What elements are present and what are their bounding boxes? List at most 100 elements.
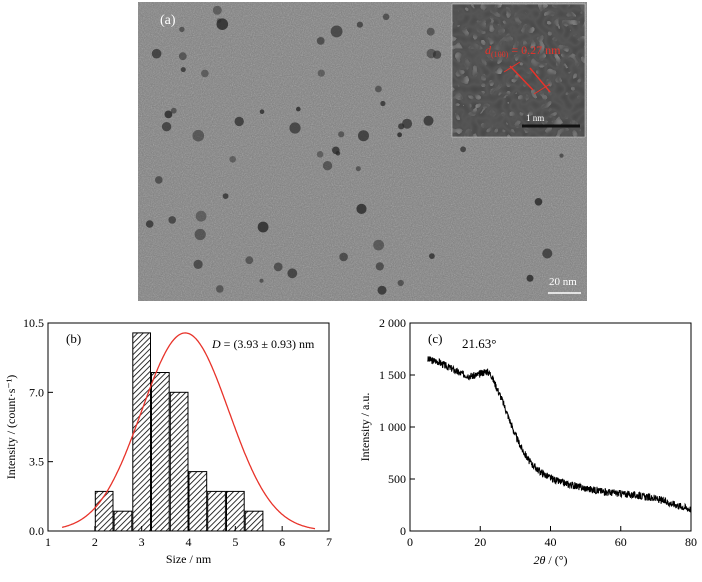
inset-scale-label: 1 nm — [526, 113, 544, 123]
x-tick-label: 4 — [186, 535, 192, 549]
x-axis-unit: / (°) — [545, 553, 567, 567]
nanoparticle — [193, 259, 203, 269]
nanoparticle — [375, 85, 382, 93]
x-tick-label: 0 — [407, 535, 413, 549]
nanoparticle — [178, 52, 187, 61]
y-tick-label: 2 000 — [379, 316, 406, 330]
y-tick-label: 0 — [400, 524, 406, 538]
nanoparticle — [356, 203, 367, 214]
tem-micrograph: d(100) = 0.27 nm 1 nm (a) 20 nm — [138, 2, 587, 301]
nanoparticle — [423, 115, 434, 126]
x-axis-label: Size / nm — [166, 552, 212, 566]
y-axis-label: Intensity / a.u. — [358, 393, 372, 462]
nanoparticle — [322, 161, 333, 171]
nanoparticle — [179, 26, 185, 33]
nanoparticle — [534, 198, 543, 206]
nanoparticle — [155, 176, 163, 184]
nanoparticle — [339, 252, 348, 262]
nanoparticle — [377, 285, 387, 295]
y-tick-label: 7.0 — [29, 385, 44, 399]
nanoparticle — [316, 37, 325, 45]
nanoparticle — [161, 122, 172, 132]
nanoparticle — [216, 18, 222, 23]
y-tick-label: 3.5 — [29, 455, 44, 469]
nanoparticle — [559, 153, 564, 158]
nanoparticle — [192, 129, 205, 142]
xrd-pattern-chart: 0 20 40 60 80 0 500 1 000 1 500 2 000 (c) 21.63° … — [355, 306, 702, 582]
x-tick-label: 1 — [45, 535, 51, 549]
distribution-annotation: D = (3.93 ± 0.93) nm — [211, 337, 315, 351]
x-tick-label: 2 — [92, 535, 98, 549]
axis-ticks: 0 20 40 60 80 0 500 1 000 1 500 2 000 — [379, 316, 697, 549]
nanoparticle — [330, 25, 343, 38]
x-tick-label: 80 — [685, 535, 697, 549]
d-symbol: d — [485, 43, 492, 57]
nanoparticle — [273, 262, 283, 272]
x-tick-label: 60 — [615, 535, 627, 549]
histogram-bar — [113, 510, 133, 532]
histogram-bar — [169, 391, 189, 532]
hrtem-inset — [452, 4, 585, 137]
nanoparticle — [426, 48, 436, 59]
nanoparticle — [151, 48, 162, 59]
x-tick-label: 5 — [232, 535, 238, 549]
scale-bar-label: 20 nm — [549, 276, 577, 288]
x-tick-label: 40 — [545, 535, 557, 549]
nanoparticle — [429, 253, 435, 259]
nanoparticle — [375, 262, 384, 271]
nanoparticle — [332, 146, 340, 155]
nanoparticle — [397, 132, 402, 138]
histogram-bars — [94, 332, 264, 532]
size-distribution-chart: 1 2 3 4 5 6 7 0.0 3.5 7.0 10.5 (b) D = (3.93 ± 0.9… — [0, 306, 350, 582]
x-axis-symbol: 2θ — [533, 553, 545, 567]
nanoparticle — [168, 216, 176, 224]
nanoparticle — [373, 239, 384, 251]
x-axis-label: 2θ / (°) — [533, 553, 567, 567]
nanoparticle — [382, 13, 390, 21]
y-tick-label: 500 — [388, 472, 406, 486]
d-value: = 0.27 nm — [508, 43, 561, 57]
nanoparticle — [287, 268, 298, 279]
nanoparticle — [542, 248, 553, 259]
lattice-annotation: d(100) = 0.27 nm — [485, 43, 561, 95]
nanoparticle — [355, 166, 361, 172]
nanoparticle — [296, 106, 301, 112]
nanoparticle — [460, 146, 466, 153]
nanoparticle — [317, 69, 325, 77]
y-tick-label: 1 000 — [379, 420, 406, 434]
nanoparticle — [212, 5, 222, 15]
gaussian-fit-curve — [61, 332, 316, 530]
nanoparticle — [380, 100, 386, 107]
d-diameter-symbol: D — [211, 337, 221, 351]
y-axis-label: Intensity / (count·s⁻¹) — [4, 375, 18, 480]
nanoparticle — [164, 110, 173, 119]
tem-image-panel: d(100) = 0.27 nm 1 nm (a) 20 nm — [138, 2, 587, 301]
x-tick-label: 20 — [474, 535, 486, 549]
xrd-series-line — [427, 356, 692, 513]
y-tick-label: 10.5 — [23, 316, 44, 330]
d-subscript: (100) — [491, 50, 509, 59]
nanoparticle — [245, 256, 254, 265]
x-tick-label: 7 — [326, 535, 332, 549]
nanoparticle — [194, 228, 206, 241]
nanoparticle — [259, 109, 265, 114]
panel-c-label: (c) — [428, 331, 442, 346]
nanoparticle — [358, 130, 369, 142]
nanoparticle — [356, 21, 363, 28]
nanoparticle — [222, 193, 229, 200]
d-diameter-value: = (3.93 ± 0.93) nm — [221, 337, 315, 351]
nanoparticle — [289, 122, 301, 134]
histogram-bar — [151, 372, 170, 532]
nanoparticle — [170, 107, 177, 114]
histogram-bar — [226, 490, 245, 532]
nanoparticle — [257, 221, 269, 233]
nanoparticle-layer — [145, 5, 564, 295]
histogram-bar — [94, 490, 114, 532]
nanoparticle — [426, 27, 435, 36]
nanoparticle — [180, 67, 186, 73]
histogram-bar — [207, 490, 226, 532]
nanoparticle — [201, 69, 209, 78]
panel-a-label: (a) — [160, 13, 176, 28]
nanoparticle — [216, 18, 229, 31]
nanoparticle — [338, 131, 345, 138]
